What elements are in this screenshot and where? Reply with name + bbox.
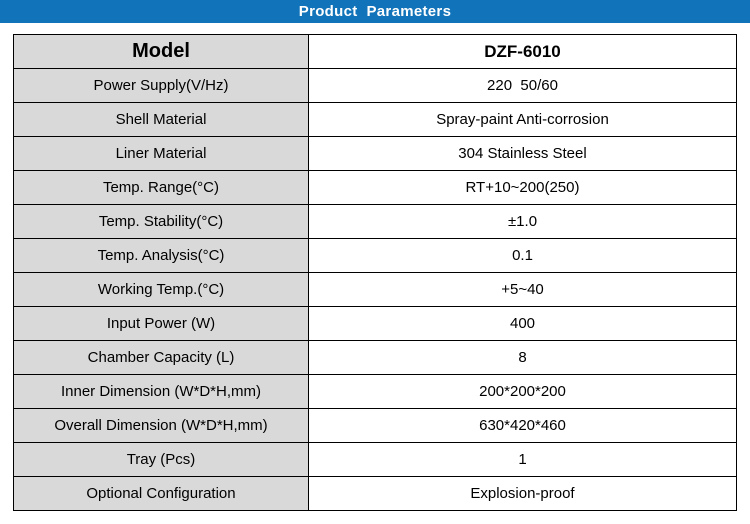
table-row: Temp. Stability(°C) ±1.0 (13, 204, 737, 239)
row-label: Temp. Stability(°C) (13, 204, 309, 239)
banner-title: Product Parameters (298, 3, 452, 20)
table-row: Temp. Analysis(°C) 0.1 (13, 238, 737, 273)
table-row: Liner Material 304 Stainless Steel (13, 136, 737, 171)
row-label: Temp. Analysis(°C) (13, 238, 309, 273)
row-value: 400 (308, 306, 737, 341)
table-row: Temp. Range(°C) RT+10~200(250) (13, 170, 737, 205)
table-row: Chamber Capacity (L) 8 (13, 340, 737, 375)
table-row: Shell Material Spray-paint Anti-corrosion (13, 102, 737, 137)
model-header-label: Model (13, 34, 309, 69)
row-label: Optional Configuration (13, 476, 309, 511)
row-label: Working Temp.(°C) (13, 272, 309, 307)
row-label: Inner Dimension (W*D*H,mm) (13, 374, 309, 409)
row-label: Power Supply(V/Hz) (13, 68, 309, 103)
table-row: Overall Dimension (W*D*H,mm) 630*420*460 (13, 408, 737, 443)
table-row: Working Temp.(°C) +5~40 (13, 272, 737, 307)
spec-table: Model DZF-6010 Power Supply(V/Hz) 220 50/… (13, 34, 737, 511)
row-label: Temp. Range(°C) (13, 170, 309, 205)
row-value: Explosion-proof (308, 476, 737, 511)
row-label: Chamber Capacity (L) (13, 340, 309, 375)
model-header-value: DZF-6010 (308, 34, 737, 69)
row-value: 8 (308, 340, 737, 375)
table-row: Input Power (W) 400 (13, 306, 737, 341)
row-value: 304 Stainless Steel (308, 136, 737, 171)
row-value: +5~40 (308, 272, 737, 307)
spec-table-body: Power Supply(V/Hz) 220 50/60 Shell Materia… (13, 68, 737, 511)
row-value: 630*420*460 (308, 408, 737, 443)
row-label: Input Power (W) (13, 306, 309, 341)
row-value: 0.1 (308, 238, 737, 273)
row-value: ±1.0 (308, 204, 737, 239)
row-value: RT+10~200(250) (308, 170, 737, 205)
product-parameters-banner: Product Parameters (0, 0, 750, 23)
row-value: Spray-paint Anti-corrosion (308, 102, 737, 137)
table-row: Optional Configuration Explosion-proof (13, 476, 737, 511)
row-value: 220 50/60 (308, 68, 737, 103)
table-row: Power Supply(V/Hz) 220 50/60 (13, 68, 737, 103)
table-row: Inner Dimension (W*D*H,mm) 200*200*200 (13, 374, 737, 409)
row-value: 1 (308, 442, 737, 477)
table-header-row: Model DZF-6010 (13, 34, 737, 69)
table-row: Tray (Pcs) 1 (13, 442, 737, 477)
row-label: Shell Material (13, 102, 309, 137)
row-value: 200*200*200 (308, 374, 737, 409)
row-label: Overall Dimension (W*D*H,mm) (13, 408, 309, 443)
row-label: Tray (Pcs) (13, 442, 309, 477)
row-label: Liner Material (13, 136, 309, 171)
